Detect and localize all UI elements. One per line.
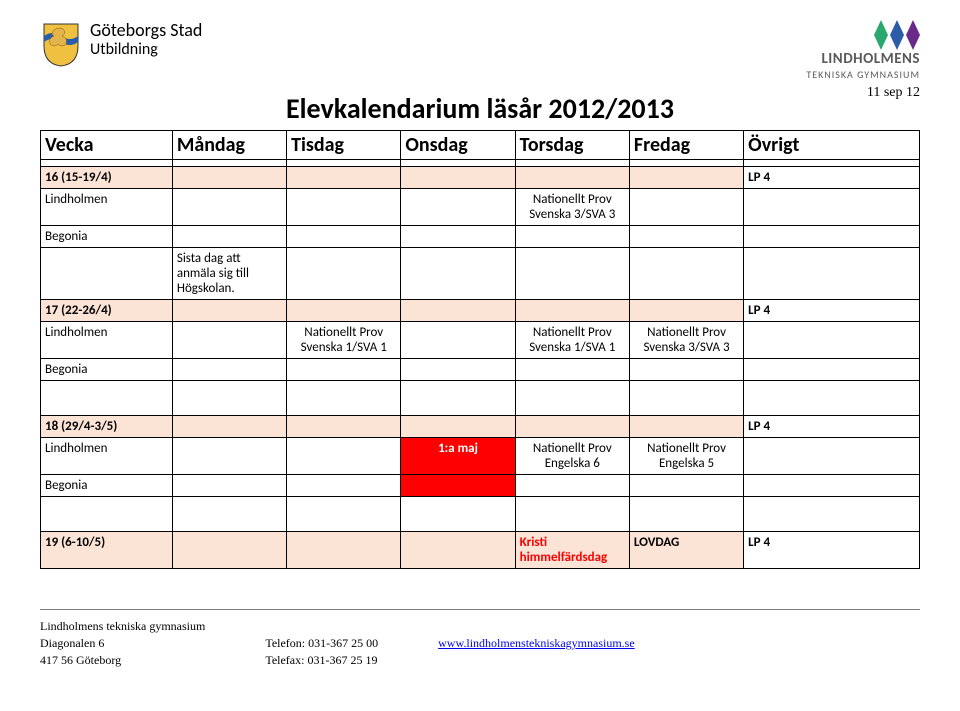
city-crest: Göteborgs Stad Utbildning	[40, 20, 202, 68]
table-row: 16 (15-19/4) LP 4	[41, 167, 920, 189]
col-mandag: Måndag	[172, 131, 286, 160]
ovrigt-cell: LP 4	[744, 416, 920, 438]
note-cell: Sista dag att anmäla sig till Högskolan.	[172, 248, 286, 300]
footer-line: Lindholmens tekniska gymnasium	[40, 618, 205, 635]
event-cell: Nationellt Prov Svenska 1/SVA 1	[515, 322, 629, 359]
table-row: Lindholmen 1:a maj Nationellt Prov Engel…	[41, 438, 920, 475]
ovrigt-cell: LP 4	[744, 167, 920, 189]
location-cell: Begonia	[41, 359, 173, 381]
spacer-row	[41, 497, 920, 532]
school-name-2: TEKNISKA GYMNASIUM	[806, 68, 920, 81]
location-cell: Lindholmen	[41, 189, 173, 226]
event-cell: Nationellt Prov Svenska 1/SVA 1	[287, 322, 401, 359]
footer-phone: Telefon: 031-367 25 00 Telefax: 031-367 …	[265, 618, 378, 668]
ovrigt-cell: LP 4	[744, 300, 920, 322]
holiday-cell: Kristi himmelfärdsdag	[515, 532, 629, 569]
week-label: 17 (22-26/4)	[41, 300, 173, 322]
week-label: 19 (6-10/5)	[41, 532, 173, 569]
table-row: Begonia	[41, 359, 920, 381]
col-ovrigt: Övrigt	[744, 131, 920, 160]
footer-line: 417 56 Göteborg	[40, 652, 205, 669]
footer-line: Diagonalen 6	[40, 635, 205, 652]
location-cell: Lindholmen	[41, 438, 173, 475]
page-footer: Lindholmens tekniska gymnasium Diagonale…	[40, 609, 920, 668]
event-cell: Nationellt Prov Svenska 3/SVA 3	[515, 189, 629, 226]
table-row: Lindholmen Nationellt Prov Svenska 3/SVA…	[41, 189, 920, 226]
week-label: 18 (29/4-3/5)	[41, 416, 173, 438]
ovrigt-cell: LP 4	[744, 532, 920, 569]
lovdag-cell: LOVDAG	[629, 532, 743, 569]
col-torsdag: Torsdag	[515, 131, 629, 160]
footer-line: Telefax: 031-367 25 19	[265, 652, 378, 669]
table-row: Lindholmen Nationellt Prov Svenska 1/SVA…	[41, 322, 920, 359]
calendar-table: Vecka Måndag Tisdag Onsdag Torsdag Freda…	[40, 130, 920, 569]
table-row: 18 (29/4-3/5) LP 4	[41, 416, 920, 438]
table-row: 19 (6-10/5) Kristi himmelfärdsdag LOVDAG…	[41, 532, 920, 569]
page-header: Göteborgs Stad Utbildning LINDHOLMENS TE…	[40, 20, 920, 101]
event-cell: Nationellt Prov Engelska 5	[629, 438, 743, 475]
col-fredag: Fredag	[629, 131, 743, 160]
school-logo: LINDHOLMENS TEKNISKA GYMNASIUM 11 sep 12	[806, 20, 920, 101]
crest-icon	[40, 20, 82, 68]
spacer-row	[41, 381, 920, 416]
page-title: Elevkalendarium läsår 2012/2013	[286, 91, 674, 126]
table-row: Sista dag att anmäla sig till Högskolan.	[41, 248, 920, 300]
footer-line: Telefon: 031-367 25 00	[265, 635, 378, 652]
location-cell: Begonia	[41, 226, 173, 248]
footer-address: Lindholmens tekniska gymnasium Diagonale…	[40, 618, 205, 668]
col-tisdag: Tisdag	[287, 131, 401, 160]
footer-link[interactable]: www.lindholmenstekniskagymnasium.se	[438, 636, 635, 650]
event-cell: Nationellt Prov Engelska 6	[515, 438, 629, 475]
school-name-1: LINDHOLMENS	[806, 50, 920, 68]
holiday-cell	[401, 475, 515, 497]
holiday-cell: 1:a maj	[401, 438, 515, 475]
logo-bars-icon	[806, 20, 920, 50]
crest-text-2: Utbildning	[90, 41, 202, 59]
crest-text-1: Göteborgs Stad	[90, 20, 202, 41]
col-onsdag: Onsdag	[401, 131, 515, 160]
col-vecka: Vecka	[41, 131, 173, 160]
table-row: Begonia	[41, 475, 920, 497]
print-date: 11 sep 12	[806, 85, 920, 101]
event-cell: Nationellt Prov Svenska 3/SVA 3	[629, 322, 743, 359]
header-row: Vecka Måndag Tisdag Onsdag Torsdag Freda…	[41, 131, 920, 160]
footer-web: www.lindholmenstekniskagymnasium.se	[438, 618, 635, 668]
table-row: Begonia	[41, 226, 920, 248]
table-row: 17 (22-26/4) LP 4	[41, 300, 920, 322]
location-cell: Lindholmen	[41, 322, 173, 359]
location-cell: Begonia	[41, 475, 173, 497]
week-label: 16 (15-19/4)	[41, 167, 173, 189]
